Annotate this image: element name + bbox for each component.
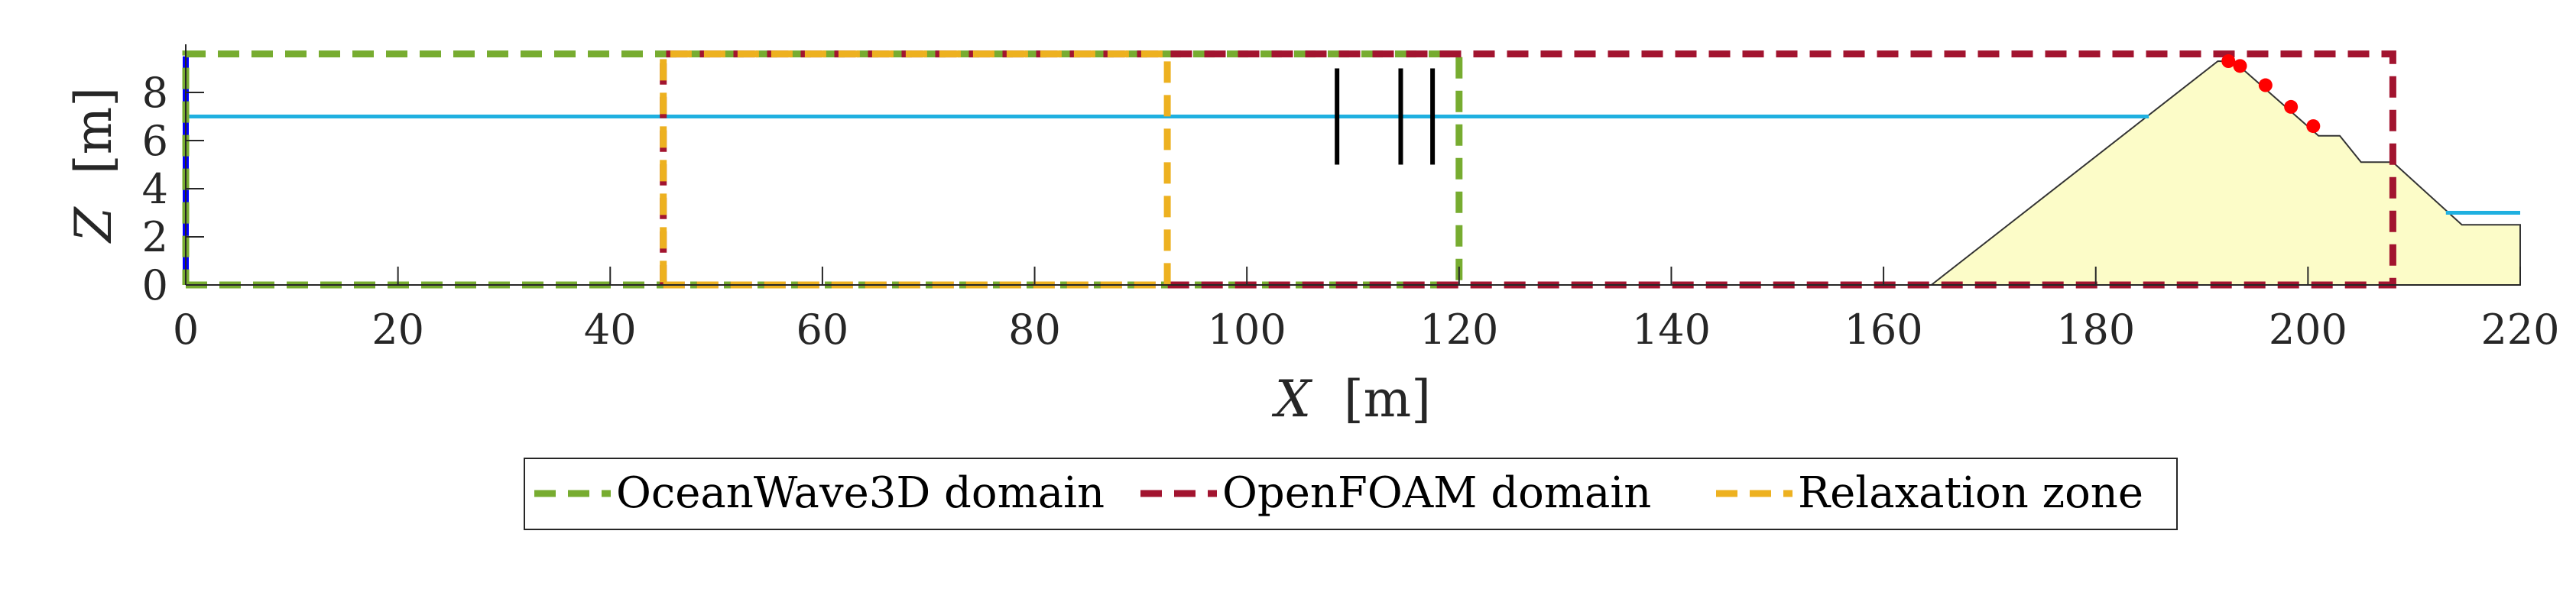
- pressure-sensor-4: [2284, 99, 2299, 114]
- series-relaxation-zone: [660, 50, 1171, 289]
- y-tick-label-6: 6: [142, 117, 168, 165]
- series-oceanwave3d-domain: [182, 50, 1463, 289]
- x-tick-label-220: 220: [2480, 306, 2559, 354]
- legend-label-oceanwave3d: OceanWave3D domain: [616, 468, 1105, 518]
- pressure-sensor-1: [2221, 54, 2236, 69]
- x-tick-label-80: 80: [1008, 306, 1061, 354]
- x-tick-label-120: 120: [1419, 306, 1498, 354]
- legend-box: [524, 458, 2178, 530]
- x-axis-unit: [m]: [1344, 370, 1431, 429]
- y-axis-symbol: Z: [64, 206, 123, 244]
- x-tick-label-160: 160: [1844, 306, 1923, 354]
- x-tick-label-0: 0: [173, 306, 199, 354]
- breakwater-profile: [1929, 60, 2521, 286]
- y-axis-unit: [m]: [64, 87, 123, 174]
- x-tick-label-180: 180: [2056, 306, 2135, 354]
- x-tick-label-140: 140: [1632, 306, 1711, 354]
- pressure-sensor-5: [2306, 119, 2321, 134]
- x-tick-label-200: 200: [2269, 306, 2347, 354]
- x-tick-label-60: 60: [796, 306, 849, 354]
- y-tick-label-8: 8: [142, 69, 168, 117]
- y-tick-label-2: 2: [142, 213, 168, 261]
- y-tick-label-0: 0: [142, 261, 168, 309]
- x-tick-label-40: 40: [584, 306, 637, 354]
- plot-area: [182, 50, 2521, 289]
- svg-text:Z [m]: Z [m]: [64, 87, 123, 244]
- y-tick-label-4: 4: [142, 165, 168, 213]
- y-axis-label: Z [m]: [64, 87, 123, 244]
- svg-text:X [m]: X [m]: [1271, 370, 1431, 429]
- x-axis-symbol: X: [1271, 370, 1313, 429]
- legend: OceanWave3D domain OpenFOAM domain Relax…: [524, 458, 2178, 530]
- x-tick-label-100: 100: [1208, 306, 1286, 354]
- legend-label-openfoam: OpenFOAM domain: [1222, 468, 1651, 518]
- legend-label-relaxation: Relaxation zone: [1798, 468, 2143, 518]
- pressure-sensor-2: [2233, 59, 2247, 73]
- x-tick-label-20: 20: [371, 306, 424, 354]
- x-axis-label: X [m]: [1271, 370, 1431, 429]
- pressure-sensor-3: [2258, 78, 2273, 92]
